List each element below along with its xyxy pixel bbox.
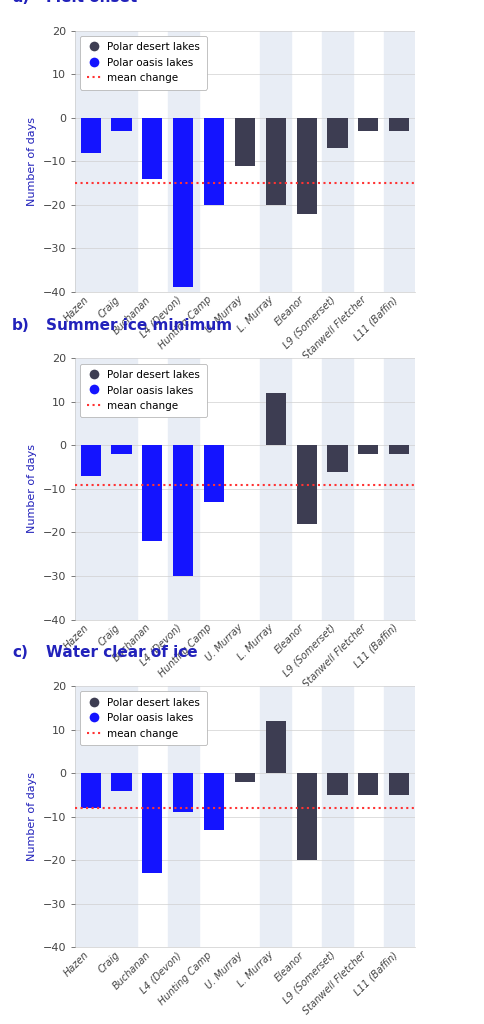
Bar	[80, 445, 101, 476]
Bar	[106, 686, 136, 947]
Bar	[358, 773, 378, 795]
Y-axis label: Number of days: Number of days	[27, 772, 37, 861]
Bar	[327, 445, 347, 471]
Bar	[321, 686, 352, 947]
Bar	[383, 31, 414, 292]
Legend: Polar desert lakes, Polar oasis lakes, mean change: Polar desert lakes, Polar oasis lakes, m…	[80, 364, 206, 417]
Bar	[142, 118, 162, 178]
Bar	[111, 118, 131, 131]
Bar	[142, 773, 162, 873]
Bar	[296, 445, 316, 524]
Bar	[260, 358, 290, 620]
Bar	[388, 445, 408, 455]
Legend: Polar desert lakes, Polar oasis lakes, mean change: Polar desert lakes, Polar oasis lakes, m…	[80, 691, 206, 744]
Bar	[388, 118, 408, 131]
Bar	[142, 445, 162, 542]
Bar	[358, 445, 378, 455]
Bar	[260, 686, 290, 947]
Bar	[321, 358, 352, 620]
Bar	[204, 445, 224, 502]
Bar	[327, 773, 347, 795]
Bar	[167, 358, 198, 620]
Bar	[234, 773, 255, 782]
Text: c): c)	[12, 645, 28, 660]
Bar	[321, 31, 352, 292]
Bar	[75, 31, 106, 292]
Text: b): b)	[12, 317, 30, 333]
Text: Melt onset: Melt onset	[46, 0, 137, 5]
Bar	[111, 773, 131, 791]
Bar	[167, 31, 198, 292]
Bar	[167, 686, 198, 947]
Bar	[173, 445, 193, 575]
Bar	[106, 31, 136, 292]
Bar	[173, 118, 193, 288]
Bar	[234, 118, 255, 166]
Text: a): a)	[12, 0, 30, 5]
Bar	[106, 358, 136, 620]
Bar	[383, 358, 414, 620]
Bar	[260, 31, 290, 292]
Bar	[388, 773, 408, 795]
Bar	[383, 686, 414, 947]
Bar	[80, 118, 101, 153]
Bar	[204, 773, 224, 829]
Y-axis label: Number of days: Number of days	[27, 117, 37, 206]
Bar	[80, 773, 101, 808]
Bar	[358, 118, 378, 131]
Bar	[204, 118, 224, 205]
Text: Water clear of ice: Water clear of ice	[46, 645, 197, 660]
Y-axis label: Number of days: Number of days	[27, 444, 37, 534]
Legend: Polar desert lakes, Polar oasis lakes, mean change: Polar desert lakes, Polar oasis lakes, m…	[80, 36, 206, 89]
Bar	[265, 721, 285, 773]
Bar	[265, 118, 285, 205]
Bar	[327, 118, 347, 148]
Bar	[296, 118, 316, 214]
Bar	[173, 773, 193, 812]
Bar	[111, 445, 131, 455]
Bar	[75, 358, 106, 620]
Text: Summer ice minimum: Summer ice minimum	[46, 317, 232, 333]
Bar	[265, 393, 285, 445]
Bar	[296, 773, 316, 860]
Bar	[75, 686, 106, 947]
